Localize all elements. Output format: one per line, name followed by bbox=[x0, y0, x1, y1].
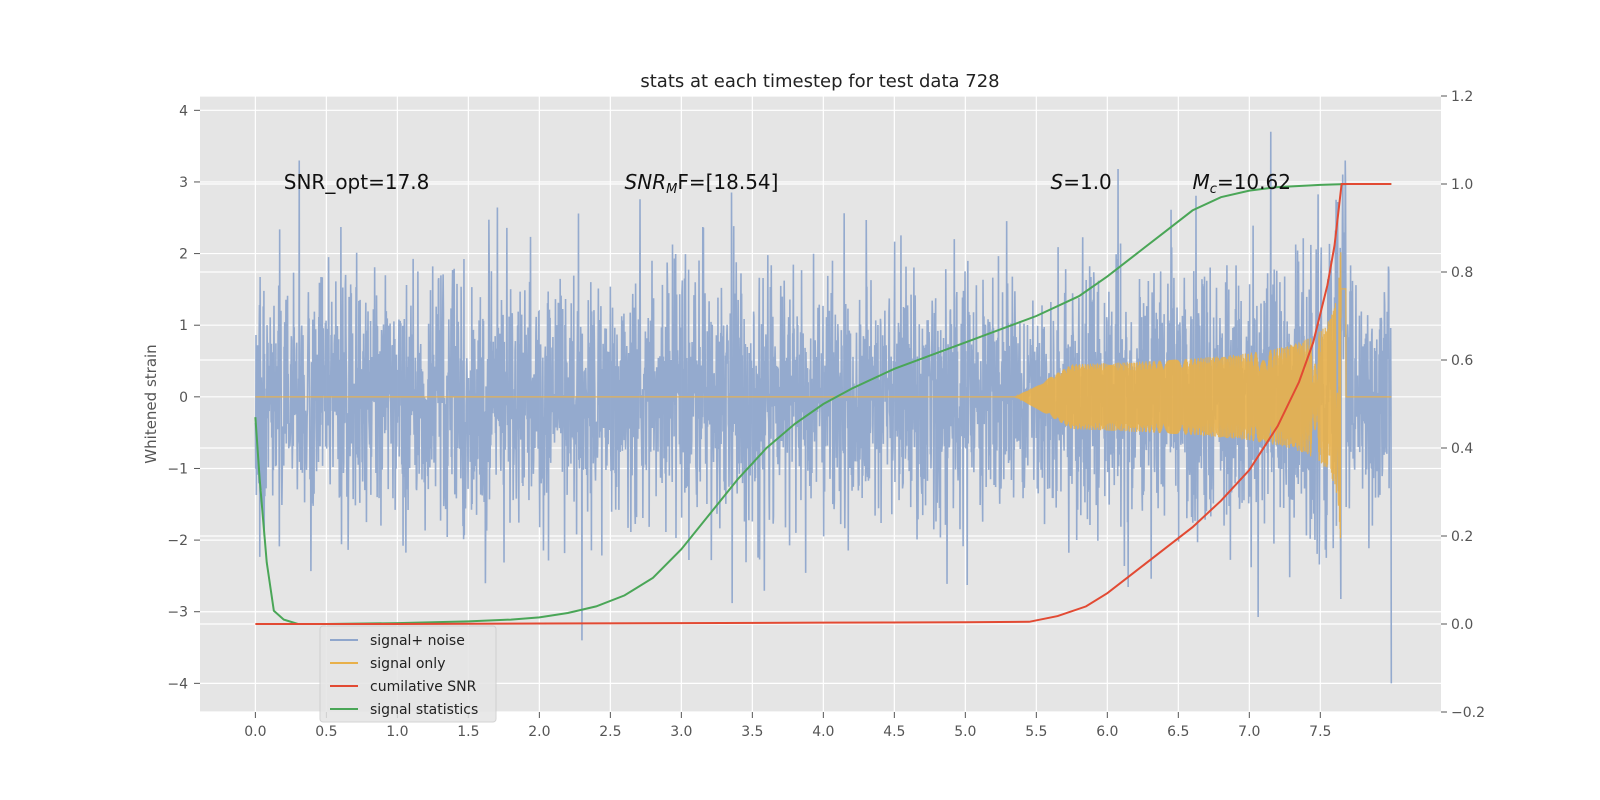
y-right-tick-label: 0.2 bbox=[1451, 529, 1473, 545]
annotation-3: Mc=10.62 bbox=[1193, 170, 1291, 197]
y-tick-label: 1 bbox=[179, 318, 188, 334]
legend-label: signal only bbox=[370, 656, 445, 672]
annotation-rest: =10.62 bbox=[1217, 170, 1291, 194]
y-right-tick-label: 0.4 bbox=[1451, 441, 1473, 457]
annotation-main: S bbox=[1051, 170, 1064, 194]
series-cumilative-snr bbox=[255, 183, 1392, 625]
x-tick-label: 7.0 bbox=[1238, 724, 1260, 740]
x-tick-label: 4.5 bbox=[883, 724, 905, 740]
y-tick-label: −2 bbox=[167, 533, 188, 549]
x-tick-label: 0.5 bbox=[315, 724, 337, 740]
legend-label: cumilative SNR bbox=[370, 679, 477, 695]
y-right-tick-label: −0.2 bbox=[1451, 705, 1485, 721]
legend-box bbox=[319, 625, 497, 723]
x-tick-label: 6.0 bbox=[1096, 724, 1118, 740]
y-tick-label: 4 bbox=[179, 103, 188, 119]
y-right-tick-label: 0.0 bbox=[1451, 617, 1473, 633]
y-right-tick-label: 0.8 bbox=[1451, 265, 1473, 281]
annotation-rest: F=[18.54] bbox=[677, 170, 778, 194]
y-tick-label: −3 bbox=[167, 605, 188, 621]
annotation-sub: c bbox=[1210, 182, 1217, 197]
annotations: SNR_opt=17.8 SNRMF=[18.54] S=1.0 Mc=10.62 bbox=[284, 170, 1291, 197]
y-right-tick-label: 1.0 bbox=[1451, 177, 1473, 193]
right-axis: −0.2 0.0 0.2 0.4 0.6 0.8 1.0 1.2 bbox=[1441, 89, 1485, 721]
legend: signal+ noise signal only cumilative SNR si… bbox=[319, 625, 497, 723]
x-tick-label: 1.5 bbox=[457, 724, 479, 740]
y-axis-label: Whitened strain bbox=[142, 344, 160, 463]
x-tick-label: 0.0 bbox=[244, 724, 266, 740]
x-tick-label: 3.0 bbox=[670, 724, 692, 740]
y-right-tick-label: 0.6 bbox=[1451, 353, 1473, 369]
left-axis: −4 −3 −2 −1 0 1 2 3 4 bbox=[167, 103, 200, 692]
series-layer bbox=[254, 131, 1393, 684]
y-right-tick-label: 1.2 bbox=[1451, 89, 1473, 105]
y-tick-label: 2 bbox=[179, 247, 188, 263]
annotation-main: SNR bbox=[625, 170, 667, 194]
chart-title: stats at each timestep for test data 728 bbox=[640, 71, 999, 92]
legend-label: signal+ noise bbox=[370, 633, 465, 649]
annotation-0: SNR_opt=17.8 bbox=[284, 170, 430, 194]
y-tick-label: −1 bbox=[167, 461, 188, 477]
annotation-main: M bbox=[1193, 170, 1210, 194]
series-signal-plus-noise bbox=[254, 131, 1393, 684]
x-tick-label: 5.0 bbox=[954, 724, 976, 740]
annotation-rest: =1.0 bbox=[1063, 170, 1112, 194]
x-tick-label: 2.0 bbox=[528, 724, 550, 740]
bottom-axis: 0.0 0.5 1.0 1.5 2.0 2.5 3.0 3.5 4.0 4.5 5.0 5.5 6.0 6… bbox=[244, 712, 1331, 740]
x-tick-label: 2.5 bbox=[599, 724, 621, 740]
series-signal-only bbox=[255, 252, 1392, 539]
annotation-1: SNRMF=[18.54] bbox=[625, 170, 779, 197]
annotation-sub: M bbox=[666, 182, 677, 197]
annotation-2: S=1.0 bbox=[1051, 170, 1112, 194]
x-tick-label: 7.5 bbox=[1309, 724, 1331, 740]
y-tick-label: 3 bbox=[179, 175, 188, 191]
x-tick-label: 5.5 bbox=[1025, 724, 1047, 740]
x-tick-label: 1.0 bbox=[386, 724, 408, 740]
x-tick-label: 4.0 bbox=[812, 724, 834, 740]
y-tick-label: 0 bbox=[179, 390, 188, 406]
x-tick-label: 3.5 bbox=[741, 724, 763, 740]
y-tick-label: −4 bbox=[167, 676, 188, 692]
x-tick-label: 6.5 bbox=[1167, 724, 1189, 740]
legend-label: signal statistics bbox=[370, 702, 478, 718]
